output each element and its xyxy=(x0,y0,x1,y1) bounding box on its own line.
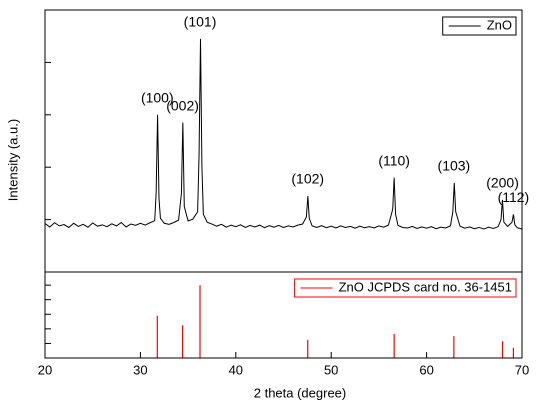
x-tick-label: 30 xyxy=(133,362,147,377)
peak-label: (112) xyxy=(498,189,530,205)
x-tick-label: 70 xyxy=(515,362,529,377)
peak-label: (101) xyxy=(184,14,217,30)
x-tick-label: 50 xyxy=(324,362,338,377)
legend-box xyxy=(442,16,517,36)
x-tick-label: 60 xyxy=(419,362,433,377)
legend-box xyxy=(294,278,517,298)
legend-label: ZnO JCPDS card no. 36-1451 xyxy=(339,279,512,294)
plot-frame xyxy=(44,9,523,273)
peak-label: (100) xyxy=(141,90,174,106)
x-tick-label: 40 xyxy=(229,362,243,377)
peak-label: (103) xyxy=(438,158,471,174)
peak-label: (102) xyxy=(291,171,324,187)
x-axis-label: 2 theta (degree) xyxy=(254,385,347,400)
x-tick-label: 20 xyxy=(38,362,52,377)
data-line xyxy=(44,38,523,230)
peak-label: (002) xyxy=(166,97,199,113)
plot-frame xyxy=(44,271,523,359)
legend-label: ZnO xyxy=(487,17,512,32)
peak-label: (200) xyxy=(486,175,519,191)
peak-label: (110) xyxy=(378,152,410,168)
y-axis-label: Intensity (a.u.) xyxy=(5,119,20,201)
